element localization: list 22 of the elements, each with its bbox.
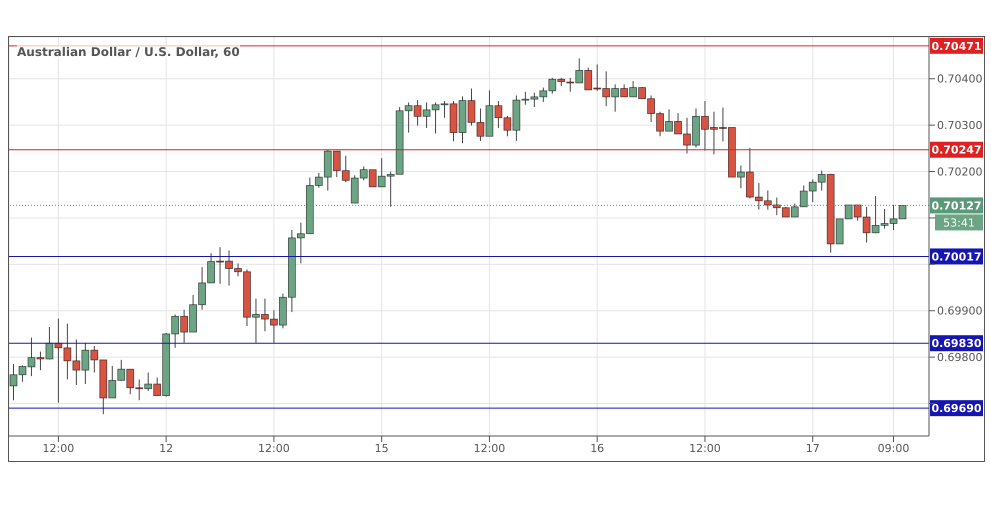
x-tick-label: 12:00	[474, 442, 506, 455]
ref-line-label: 0.69690	[931, 402, 982, 416]
x-tick-label: 12:00	[42, 442, 74, 455]
ref-line-label: 0.69830	[931, 337, 982, 350]
x-tick-label: 15	[374, 442, 389, 455]
y-tick-label: 0.70200	[937, 165, 982, 178]
x-tick-label: 12:00	[258, 442, 290, 455]
text: Australian Dollar / U.S. Dollar, 60	[17, 45, 240, 59]
x-tick-label: 12	[159, 442, 174, 455]
x-tick-label: 09:00	[878, 442, 910, 455]
y-tick-label: 0.69900	[937, 304, 982, 318]
x-tick-label: 16	[590, 442, 604, 455]
text: 53:41	[943, 216, 975, 230]
y-tick-label: 0.70400	[937, 72, 982, 86]
x-tick-label: 12:00	[689, 442, 721, 455]
y-tick-label: 0.69800	[937, 351, 982, 364]
ref-line-label: 0.70471	[931, 40, 982, 53]
x-tick-label: 17	[806, 442, 820, 455]
ref-line-label: 0.70017	[931, 250, 982, 264]
y-tick-label: 0.70300	[937, 119, 982, 132]
ref-line-label: 0.70247	[931, 144, 982, 157]
ref-line-label: 0.70127	[931, 199, 982, 212]
